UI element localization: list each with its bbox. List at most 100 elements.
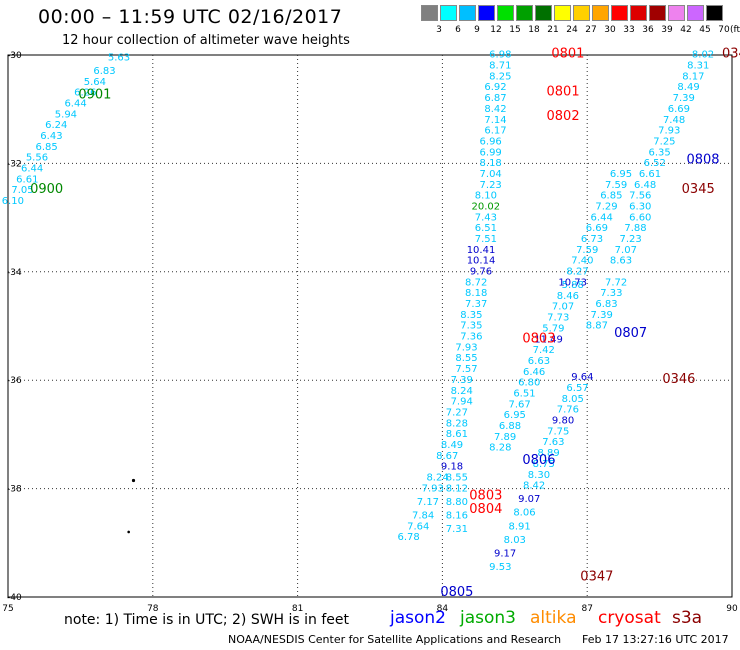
pass-id-label: 0803 [469, 488, 502, 503]
swh-value: 7.59 [605, 180, 627, 191]
swh-value: 6.44 [64, 98, 86, 109]
swh-value: 6.63 [528, 356, 550, 367]
swh-value: 7.36 [460, 332, 482, 343]
pass-id-label: 0801 [551, 47, 584, 62]
swh-value: 8.25 [489, 71, 511, 82]
swh-value: 8.35 [460, 310, 482, 321]
swh-value: 7.07 [615, 245, 637, 256]
scale-swatch [554, 5, 571, 21]
swh-value: 6.24 [45, 120, 67, 131]
swh-value: 6.95 [610, 169, 632, 180]
page-title: 00:00 – 11:59 UTC 02/16/2017 [38, 6, 343, 28]
swh-value: 6.61 [639, 169, 661, 180]
scale-unit: (ft) [730, 25, 740, 35]
swh-value: 7.31 [446, 524, 468, 535]
swh-value: 6.73 [581, 234, 603, 245]
swh-value: 8.91 [508, 521, 530, 532]
scale-label: 9 [474, 25, 480, 35]
scale-label: 45 [699, 25, 711, 35]
swh-value: 8.46 [557, 291, 579, 302]
scale-swatch [421, 5, 438, 21]
lat-tick-label: -32 [7, 159, 22, 169]
scale-swatch [440, 5, 457, 21]
lat-tick-label: -40 [7, 593, 22, 603]
scale-label: 21 [547, 25, 559, 35]
timestamp-text: Feb 17 13:27:16 UTC 2017 [582, 633, 729, 646]
swh-value: 8.55 [446, 472, 468, 483]
swh-value: 7.76 [557, 405, 579, 416]
swh-value: 6.61 [16, 174, 38, 185]
swh-value: 6.78 [397, 532, 419, 543]
swh-value: 6.10 [2, 196, 24, 207]
map-frame [7, 54, 733, 598]
swh-value: 7.56 [629, 191, 651, 202]
swh-value: 6.87 [484, 93, 506, 104]
swh-value: 6.60 [629, 212, 651, 223]
swh-value: 7.72 [605, 277, 627, 288]
lat-tick-label: -38 [7, 485, 22, 495]
scale-label: 18 [528, 25, 540, 35]
scale-swatch [630, 5, 647, 21]
swh-value: 7.59 [576, 245, 598, 256]
swh-value: 7.42 [533, 345, 555, 356]
swh-value: 6.98 [489, 50, 511, 61]
swh-value: 7.48 [663, 115, 685, 126]
swh-value: 7.35 [460, 321, 482, 332]
swh-value: 8.80 [446, 497, 468, 508]
page-subtitle: 12 hour collection of altimeter wave hei… [62, 33, 350, 48]
swh-value: 6.44 [21, 164, 43, 175]
swh-value: 6.83 [93, 66, 115, 77]
swh-value: 8.61 [446, 429, 468, 440]
pass-id-label: 0900 [30, 182, 63, 197]
swh-value: 9.53 [489, 562, 511, 573]
pass-id-label: 0802 [547, 109, 580, 124]
swh-value: 8.24 [451, 386, 473, 397]
scale-swatch [573, 5, 590, 21]
swh-value: 8.72 [465, 277, 487, 288]
pass-id-label: 0801 [547, 85, 580, 100]
scale-label: 39 [661, 25, 673, 35]
scale-label: 15 [509, 25, 521, 35]
swh-value: 6.85 [600, 191, 622, 202]
swh-value: 8.12 [446, 483, 468, 494]
scale-swatch [668, 5, 685, 21]
swh-value: 5.94 [55, 109, 77, 120]
pass-id-label: 034 [722, 47, 740, 62]
lon-tick-label: 84 [437, 604, 449, 614]
scale-label: 70 [718, 25, 730, 35]
swh-value: 6.44 [591, 212, 613, 223]
lon-tick-label: 75 [2, 604, 13, 614]
swh-value: 7.37 [465, 299, 487, 310]
swh-value: 6.17 [484, 126, 506, 137]
scale-swatch [649, 5, 666, 21]
swh-value: 8.67 [436, 451, 458, 462]
pass-id-label: 0346 [662, 372, 695, 387]
swh-value: 6.69 [586, 223, 608, 234]
swh-value: 8.18 [480, 158, 502, 169]
swh-value: 8.89 [537, 448, 559, 459]
swh-value: 8.10 [475, 191, 497, 202]
swh-value: 7.05 [11, 185, 33, 196]
swh-value: 9.80 [552, 416, 574, 427]
swh-value: 5.88 [562, 280, 584, 291]
scale-swatch [592, 5, 609, 21]
swh-value: 5.56 [26, 153, 48, 164]
swh-value: 6.51 [513, 388, 535, 399]
satellite-s3a: s3a [672, 608, 703, 628]
swh-value: 7.93 [422, 483, 444, 494]
pass-id-label: 0808 [686, 152, 719, 167]
swh-value: 7.94 [451, 397, 473, 408]
swh-value: 7.33 [600, 288, 622, 299]
scale-swatch [611, 5, 628, 21]
swh-value: 8.03 [504, 535, 526, 546]
swh-value: 8.87 [586, 321, 608, 332]
swh-value: 7.27 [446, 407, 468, 418]
swh-value: 5.79 [542, 323, 564, 334]
pass-id-label: 0807 [614, 326, 647, 341]
swh-value: 8.18 [465, 288, 487, 299]
swh-value: 7.75 [547, 426, 569, 437]
swh-value: 6.85 [35, 142, 57, 153]
swh-value: 7.39 [451, 375, 473, 386]
